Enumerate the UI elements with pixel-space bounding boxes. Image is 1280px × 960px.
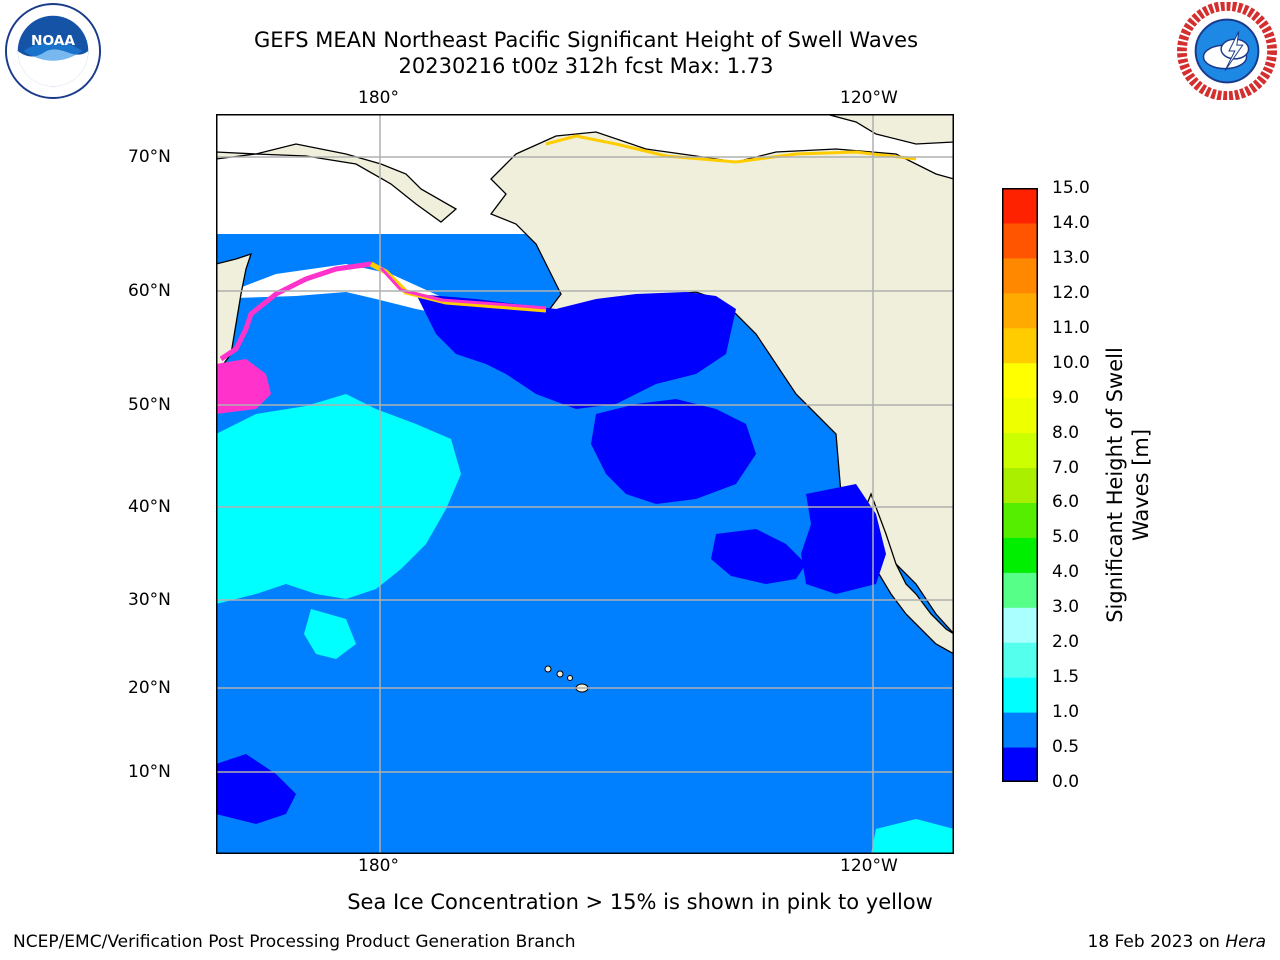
- colorbar-segment: [1002, 397, 1038, 434]
- colorbar-tick-label: 14.0: [1052, 212, 1090, 233]
- colorbar-segment: [1002, 537, 1038, 573]
- swell-mid-patch-se: [871, 819, 954, 854]
- ice-pink-west: [219, 261, 372, 362]
- lat-tick-40n: 40°N: [128, 497, 171, 517]
- sea-ice-note: Sea Ice Concentration > 15% is shown in …: [347, 890, 933, 914]
- colorbar-tick-label: 5.0: [1052, 527, 1080, 548]
- colorbar-segment: [1002, 432, 1038, 469]
- colorbar-tick-label: 8.0: [1052, 422, 1080, 443]
- colorbar-segment: [1002, 712, 1038, 748]
- credit-left: NCEP/EMC/Verification Post Processing Pr…: [13, 932, 576, 952]
- swell-low-patches: [216, 292, 886, 824]
- colorbar-label-line: Significant Height of Swell: [1103, 347, 1127, 623]
- colorbar-tick-label: 15.0: [1052, 178, 1090, 198]
- colorbar-segment: [1002, 362, 1038, 399]
- colorbar-label-line: Waves [m]: [1129, 428, 1153, 542]
- colorbar-segment: [1002, 257, 1038, 294]
- land: [216, 114, 954, 655]
- sea-ice-edge: [219, 134, 917, 362]
- colorbar-segment: [1002, 607, 1038, 643]
- colorbar: [1002, 188, 1038, 782]
- colorbar-tick-label: 2.0: [1052, 632, 1080, 653]
- lat-tick-10n: 10°N: [128, 762, 171, 782]
- colorbar-tick-label: 11.0: [1052, 317, 1090, 338]
- lat-tick-60n: 60°N: [128, 281, 171, 301]
- chart-title: GEFS MEAN Northeast Pacific Significant …: [253, 28, 919, 52]
- chart-subtitle: 20230216 t00z 312h fcst Max: 1.73: [398, 54, 774, 78]
- lat-tick-30n: 30°N: [128, 590, 171, 610]
- colorbar-tick-label: 13.0: [1052, 247, 1090, 268]
- colorbar-tick-label: 6.0: [1052, 492, 1080, 513]
- colorbar-tick-label: 12.0: [1052, 282, 1090, 303]
- colorbar-tick-label: 1.5: [1052, 667, 1080, 688]
- colorbar-segment: [1002, 467, 1038, 503]
- swell-mid-patches: [216, 394, 461, 659]
- colorbar-segment: [1002, 222, 1038, 259]
- colorbar-tick-label: 0.5: [1052, 737, 1080, 758]
- lon-tick-bottom-120w: 120°W: [840, 856, 898, 876]
- lat-tick-20n: 20°N: [128, 678, 171, 698]
- svg-text:NOAA: NOAA: [31, 33, 75, 49]
- colorbar-segment: [1002, 502, 1038, 538]
- nws-logo: [1177, 2, 1277, 100]
- credit-machine: Hera: [1225, 932, 1266, 952]
- lon-tick-top-180: 180°: [358, 88, 399, 108]
- colorbar-segment: [1002, 572, 1038, 608]
- map-panel: [216, 114, 954, 854]
- north-islands: [825, 114, 954, 145]
- colorbar-segment: [1002, 747, 1038, 782]
- credit-right: 18 Feb 2023 on Hera: [1088, 932, 1266, 952]
- colorbar-segment: [1002, 677, 1038, 713]
- colorbar-segment: [1002, 188, 1038, 224]
- colorbar-tick-label: 0.0: [1052, 772, 1080, 792]
- colorbar-segment: [1002, 642, 1038, 678]
- ice-pink-bering: [379, 266, 547, 310]
- colorbar-tick-label: 9.0: [1052, 387, 1080, 408]
- ice-pink-patch: [216, 359, 271, 414]
- credit-date: 18 Feb 2023 on: [1087, 932, 1226, 952]
- colorbar-tick-label: 4.0: [1052, 562, 1080, 583]
- colorbar-border: [1002, 188, 1038, 782]
- alaska-canada: [489, 131, 954, 635]
- lat-tick-50n: 50°N: [128, 395, 171, 415]
- siberia: [216, 143, 458, 223]
- lat-tick-70n: 70°N: [128, 147, 171, 167]
- map-border: [216, 114, 954, 854]
- colorbar-segment: [1002, 327, 1038, 364]
- ice-yellow-arctic: [545, 134, 917, 164]
- colorbar-tick-label: 3.0: [1052, 597, 1080, 618]
- colorbar-tick-label: 7.0: [1052, 457, 1080, 478]
- colorbar-label: Significant Height of Swell Waves [m]: [1102, 347, 1154, 623]
- noaa-logo: NOAA: [4, 2, 102, 100]
- colorbar-tick-label: 10.0: [1052, 352, 1090, 373]
- gridlines: [216, 114, 954, 854]
- lon-tick-top-120w: 120°W: [840, 88, 898, 108]
- colorbar-tick-label: 1.0: [1052, 702, 1080, 723]
- colorbar-segment: [1002, 292, 1038, 329]
- lon-tick-bottom-180: 180°: [358, 856, 399, 876]
